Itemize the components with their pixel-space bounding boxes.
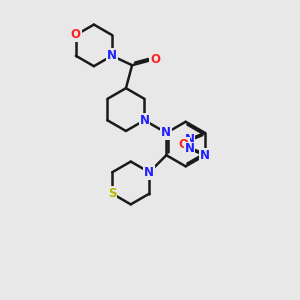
- Text: N: N: [184, 142, 194, 155]
- Text: N: N: [107, 49, 117, 62]
- Text: O: O: [71, 28, 81, 41]
- Text: O: O: [179, 138, 189, 151]
- Text: N: N: [200, 149, 210, 162]
- Text: N: N: [161, 126, 171, 140]
- Text: N: N: [140, 114, 149, 127]
- Text: S: S: [108, 187, 116, 200]
- Text: N: N: [144, 166, 154, 179]
- Text: N: N: [184, 133, 194, 146]
- Text: O: O: [150, 53, 160, 66]
